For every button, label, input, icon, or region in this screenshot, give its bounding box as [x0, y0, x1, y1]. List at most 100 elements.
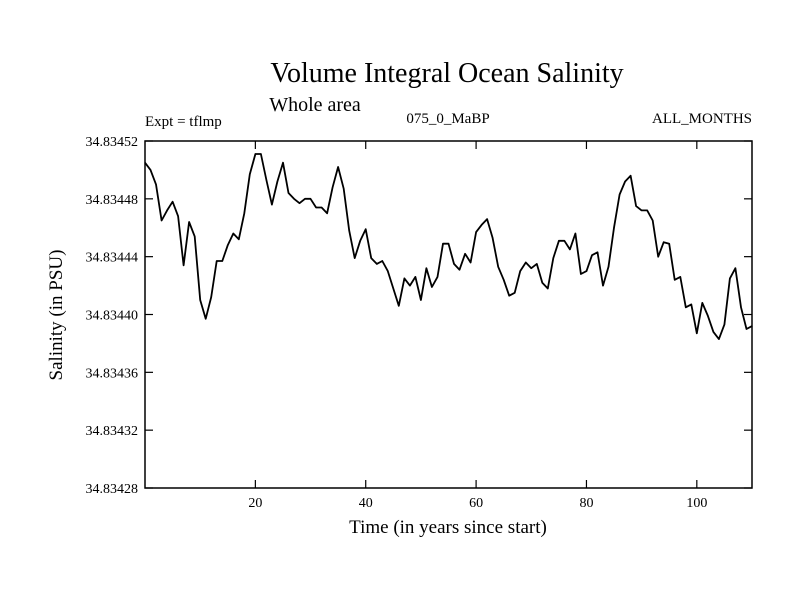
data-point — [547, 287, 549, 290]
data-point — [596, 251, 599, 253]
data-point — [492, 237, 494, 239]
data-point — [403, 277, 405, 279]
data-point — [674, 279, 676, 281]
data-point — [265, 179, 267, 181]
data-point — [376, 263, 378, 265]
data-point — [619, 193, 621, 196]
data-point — [729, 277, 731, 279]
data-point — [552, 257, 554, 259]
x-axis: 20 40 60 80 100 — [248, 141, 707, 511]
y-axis-label: Salinity (in PSU) — [46, 250, 67, 381]
data-point — [348, 230, 350, 232]
data-point — [359, 240, 361, 242]
data-point — [149, 169, 152, 171]
data-point — [238, 238, 240, 240]
data-point — [563, 240, 566, 242]
x-tick-label: 60 — [469, 496, 483, 511]
data-point — [155, 183, 157, 185]
data-point — [392, 287, 394, 290]
data-point — [243, 212, 245, 214]
data-point — [707, 315, 709, 317]
data-point — [630, 175, 632, 177]
x-tick-label: 20 — [248, 496, 262, 511]
data-point — [315, 206, 317, 209]
data-point — [365, 228, 367, 230]
data-point — [221, 260, 223, 262]
data-point — [646, 209, 648, 211]
data-point — [199, 299, 201, 301]
experiment-label: Expt = tflmp — [145, 114, 222, 130]
data-point — [591, 254, 593, 256]
data-point — [309, 198, 312, 200]
data-point — [624, 180, 626, 183]
y-tick-label: 34.83436 — [86, 366, 139, 381]
data-point — [718, 338, 720, 340]
data-point — [613, 227, 615, 229]
data-point — [276, 180, 278, 183]
data-point — [414, 276, 416, 278]
plot-frame — [144, 140, 753, 489]
y-tick-label: 34.83444 — [86, 251, 139, 266]
data-point — [436, 276, 439, 278]
y-tick-label: 34.83452 — [86, 135, 139, 150]
data-point — [398, 305, 400, 307]
data-point — [431, 286, 433, 288]
data-point — [425, 267, 427, 269]
data-point — [442, 243, 444, 245]
data-point — [685, 306, 687, 308]
data-point — [486, 218, 488, 220]
data-point — [172, 201, 174, 203]
data-point — [326, 212, 328, 214]
data-point — [387, 270, 389, 272]
data-point — [690, 303, 692, 305]
data-point — [183, 264, 185, 266]
data-point — [585, 270, 588, 272]
data-point — [740, 306, 742, 308]
data-point — [580, 273, 582, 275]
data-point — [652, 219, 654, 222]
data-point — [293, 198, 295, 200]
chart-title: Volume Integral Ocean Salinity — [270, 58, 623, 89]
y-tick-label: 34.83428 — [86, 482, 139, 497]
data-point — [458, 269, 461, 271]
x-tick-label: 40 — [359, 496, 373, 511]
data-point — [475, 231, 477, 233]
data-point — [177, 215, 179, 217]
data-point — [216, 260, 218, 262]
data-point — [194, 235, 196, 237]
data-point — [254, 153, 256, 155]
data-point — [508, 295, 510, 297]
data-point — [745, 328, 748, 330]
data-point — [558, 240, 560, 242]
y-tick-label: 34.83432 — [86, 424, 139, 439]
data-point — [453, 263, 455, 265]
data-point — [464, 253, 466, 255]
data-point — [381, 260, 383, 262]
chart-subtitle: Whole area — [269, 94, 361, 116]
data-point — [298, 202, 301, 204]
data-point — [354, 257, 356, 259]
salinity-line — [144, 153, 753, 341]
data-point — [530, 267, 532, 269]
data-point — [370, 257, 372, 259]
data-point — [166, 209, 168, 211]
data-point — [712, 331, 715, 333]
data-point — [503, 279, 505, 281]
data-point — [227, 244, 229, 246]
data-point — [343, 188, 345, 190]
y-tick-label: 34.83448 — [86, 193, 139, 208]
data-point — [541, 282, 543, 284]
x-axis-label: Time (in years since start) — [349, 517, 547, 538]
data-point — [668, 243, 670, 245]
data-point — [481, 224, 483, 226]
data-point — [696, 332, 698, 334]
data-point — [679, 276, 681, 278]
data-point — [519, 270, 521, 272]
data-point — [249, 173, 251, 175]
data-point — [569, 248, 571, 250]
data-point — [161, 219, 163, 222]
data-point — [210, 296, 212, 298]
data-point — [420, 299, 422, 301]
data-point — [409, 285, 411, 287]
